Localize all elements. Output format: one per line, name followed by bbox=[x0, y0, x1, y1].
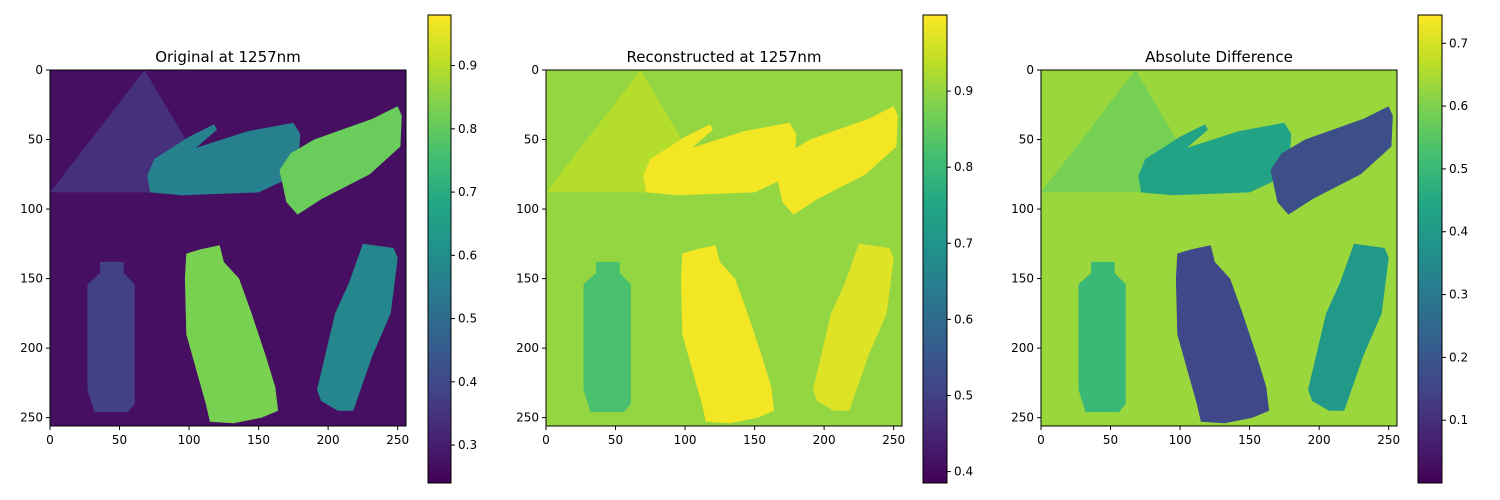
region-right-bottle bbox=[1308, 243, 1389, 411]
y-tick-label: 250 bbox=[1011, 411, 1034, 425]
region-small-bottle bbox=[1078, 261, 1126, 413]
colorbar-tick-label: 0.7 bbox=[954, 236, 973, 250]
colorbar-tick-label: 0.4 bbox=[458, 375, 477, 389]
colorbar-tick-label: 0.6 bbox=[458, 248, 477, 262]
colorbar-tick-label: 0.3 bbox=[458, 438, 477, 452]
y-tick-label: 50 bbox=[28, 133, 43, 147]
x-tick-label: 50 bbox=[608, 433, 623, 447]
colorbar-tick-label: 0.2 bbox=[1449, 350, 1468, 364]
y-tick-label: 150 bbox=[20, 272, 43, 286]
x-tick-label: 150 bbox=[247, 433, 270, 447]
colorbar-tick-label: 0.3 bbox=[1449, 288, 1468, 302]
region-middle-bottle bbox=[1175, 245, 1270, 424]
region-upper-bottle bbox=[643, 122, 797, 196]
y-tick-label: 200 bbox=[20, 341, 43, 355]
region-upper-right-bottle bbox=[775, 106, 898, 215]
x-tick-label: 150 bbox=[1238, 433, 1261, 447]
x-tick-label: 0 bbox=[542, 433, 550, 447]
colorbar bbox=[1417, 14, 1443, 484]
colorbar-tick-label: 0.9 bbox=[954, 84, 973, 98]
region-small-bottle bbox=[583, 261, 631, 413]
colorbar-tick-label: 0.8 bbox=[458, 122, 477, 136]
y-tick-label: 50 bbox=[524, 133, 539, 147]
x-tick-label: 100 bbox=[1169, 433, 1192, 447]
plot-title: Original at 1257nm bbox=[155, 48, 301, 66]
y-tick-label: 0 bbox=[1026, 63, 1034, 77]
x-tick-label: 50 bbox=[112, 433, 127, 447]
axes-frame bbox=[1040, 69, 1398, 427]
plot-title: Reconstructed at 1257nm bbox=[626, 48, 821, 66]
y-tick-label: 100 bbox=[1011, 202, 1034, 216]
y-tick-label: 150 bbox=[1011, 272, 1034, 286]
x-tick-label: 100 bbox=[674, 433, 697, 447]
colorbar bbox=[922, 14, 948, 484]
colorbar-tick-label: 0.5 bbox=[954, 388, 973, 402]
y-tick-label: 200 bbox=[516, 341, 539, 355]
colorbar-tick-label: 0.6 bbox=[1449, 99, 1468, 113]
colorbar-tick-label: 0.7 bbox=[458, 185, 477, 199]
colorbar-tick-label: 0.9 bbox=[458, 59, 477, 73]
colorbar-tick-label: 0.7 bbox=[1449, 36, 1468, 50]
x-tick-label: 250 bbox=[1377, 433, 1400, 447]
y-tick-label: 50 bbox=[1019, 133, 1034, 147]
x-tick-label: 200 bbox=[317, 433, 340, 447]
colorbar-tick-label: 0.4 bbox=[1449, 225, 1468, 239]
region-middle-bottle bbox=[680, 245, 775, 424]
y-tick-label: 100 bbox=[20, 202, 43, 216]
axes-frame bbox=[545, 69, 903, 427]
y-tick-label: 100 bbox=[516, 202, 539, 216]
x-tick-label: 250 bbox=[386, 433, 409, 447]
x-tick-label: 150 bbox=[743, 433, 766, 447]
region-small-bottle bbox=[87, 261, 135, 413]
x-tick-label: 200 bbox=[1308, 433, 1331, 447]
plot-title: Absolute Difference bbox=[1145, 48, 1293, 66]
region-upper-right-bottle bbox=[279, 106, 402, 215]
y-tick-label: 0 bbox=[35, 63, 43, 77]
y-tick-label: 250 bbox=[516, 411, 539, 425]
x-tick-label: 250 bbox=[882, 433, 905, 447]
region-middle-bottle bbox=[184, 245, 279, 424]
colorbar-tick-label: 0.8 bbox=[954, 160, 973, 174]
axes-frame bbox=[49, 69, 407, 427]
x-tick-label: 0 bbox=[46, 433, 54, 447]
y-tick-label: 250 bbox=[20, 411, 43, 425]
colorbar-tick-label: 0.6 bbox=[954, 312, 973, 326]
y-tick-label: 150 bbox=[516, 272, 539, 286]
colorbar-tick-label: 0.4 bbox=[954, 465, 973, 479]
colorbar bbox=[427, 14, 452, 484]
x-tick-label: 0 bbox=[1037, 433, 1045, 447]
region-right-bottle bbox=[317, 243, 398, 411]
x-tick-label: 50 bbox=[1103, 433, 1118, 447]
x-tick-label: 100 bbox=[178, 433, 201, 447]
x-tick-label: 200 bbox=[813, 433, 836, 447]
region-upper-bottle bbox=[147, 122, 301, 196]
y-tick-label: 200 bbox=[1011, 341, 1034, 355]
region-right-bottle bbox=[813, 243, 894, 411]
colorbar-tick-label: 0.1 bbox=[1449, 413, 1468, 427]
region-upper-bottle bbox=[1138, 122, 1292, 196]
region-upper-right-bottle bbox=[1270, 106, 1393, 215]
colorbar-tick-label: 0.5 bbox=[1449, 162, 1468, 176]
y-tick-label: 0 bbox=[531, 63, 539, 77]
colorbar-tick-label: 0.5 bbox=[458, 312, 477, 326]
